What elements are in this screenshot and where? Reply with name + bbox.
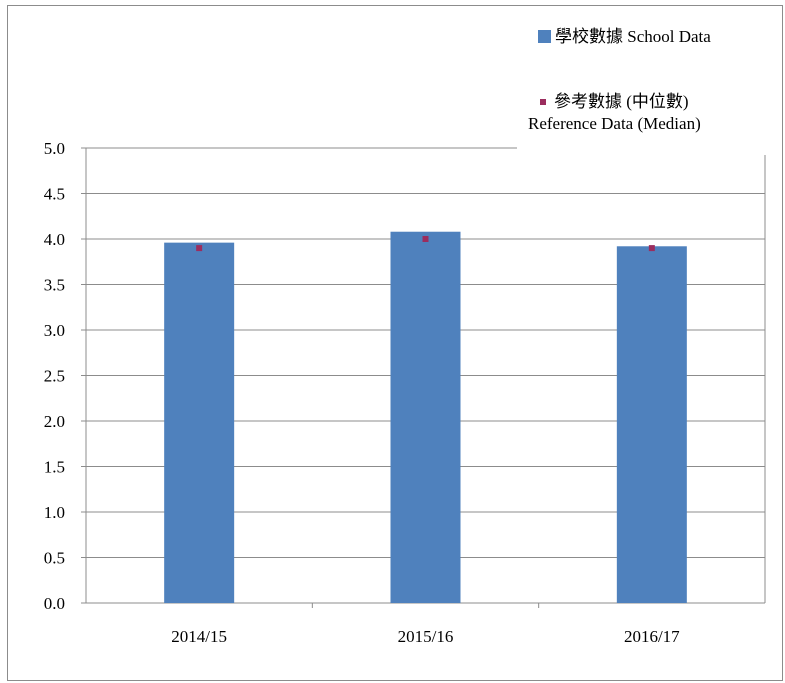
y-tick-label: 3.5 [44, 276, 65, 295]
bar-2016/17 [616, 246, 687, 603]
legend-reference-label-line1: 參考數據 (中位數) [554, 92, 689, 111]
legend-school-data: 學校數據 School Data [538, 26, 711, 48]
y-tick-label: 4.0 [44, 230, 65, 249]
reference-markers [196, 236, 655, 252]
reference-marker-2016/17 [648, 245, 655, 252]
y-tick-labels: 0.0 0.5 1.0 1.5 2.0 2.5 3.0 3.5 4.0 4.5 5.0 [44, 139, 65, 613]
y-tick-label: 3.0 [44, 321, 65, 340]
y-tick-label: 0.0 [44, 594, 65, 613]
bar-2014/15 [164, 242, 235, 603]
legend-reference-label-line2: Reference Data (Median) [528, 114, 701, 133]
bar-2015/16 [390, 231, 461, 603]
legend-reference-swatch [540, 98, 546, 105]
x-tick-label: 2014/15 [171, 627, 227, 646]
x-tick-labels: 2014/15 2015/16 2016/17 [171, 627, 680, 646]
y-tick-label: 2.0 [44, 412, 65, 431]
x-tick-label: 2015/16 [398, 627, 454, 646]
bars [164, 231, 687, 603]
y-tick-label: 1.0 [44, 503, 65, 522]
reference-marker-2014/15 [196, 245, 203, 252]
legend-reference-data: 參考數據 (中位數) Reference Data (Median) [528, 91, 701, 135]
reference-marker-2015/16 [422, 236, 429, 242]
y-tick-label: 0.5 [44, 549, 65, 568]
y-tick-label: 2.5 [44, 367, 65, 386]
y-tick-label: 5.0 [44, 139, 65, 158]
y-tick-label: 1.5 [44, 458, 65, 477]
legend-school-swatch [538, 30, 551, 44]
y-tick-label: 4.5 [44, 185, 65, 204]
x-tick-label: 2016/17 [624, 627, 680, 646]
legend-school-label: 學校數據 School Data [555, 27, 711, 46]
